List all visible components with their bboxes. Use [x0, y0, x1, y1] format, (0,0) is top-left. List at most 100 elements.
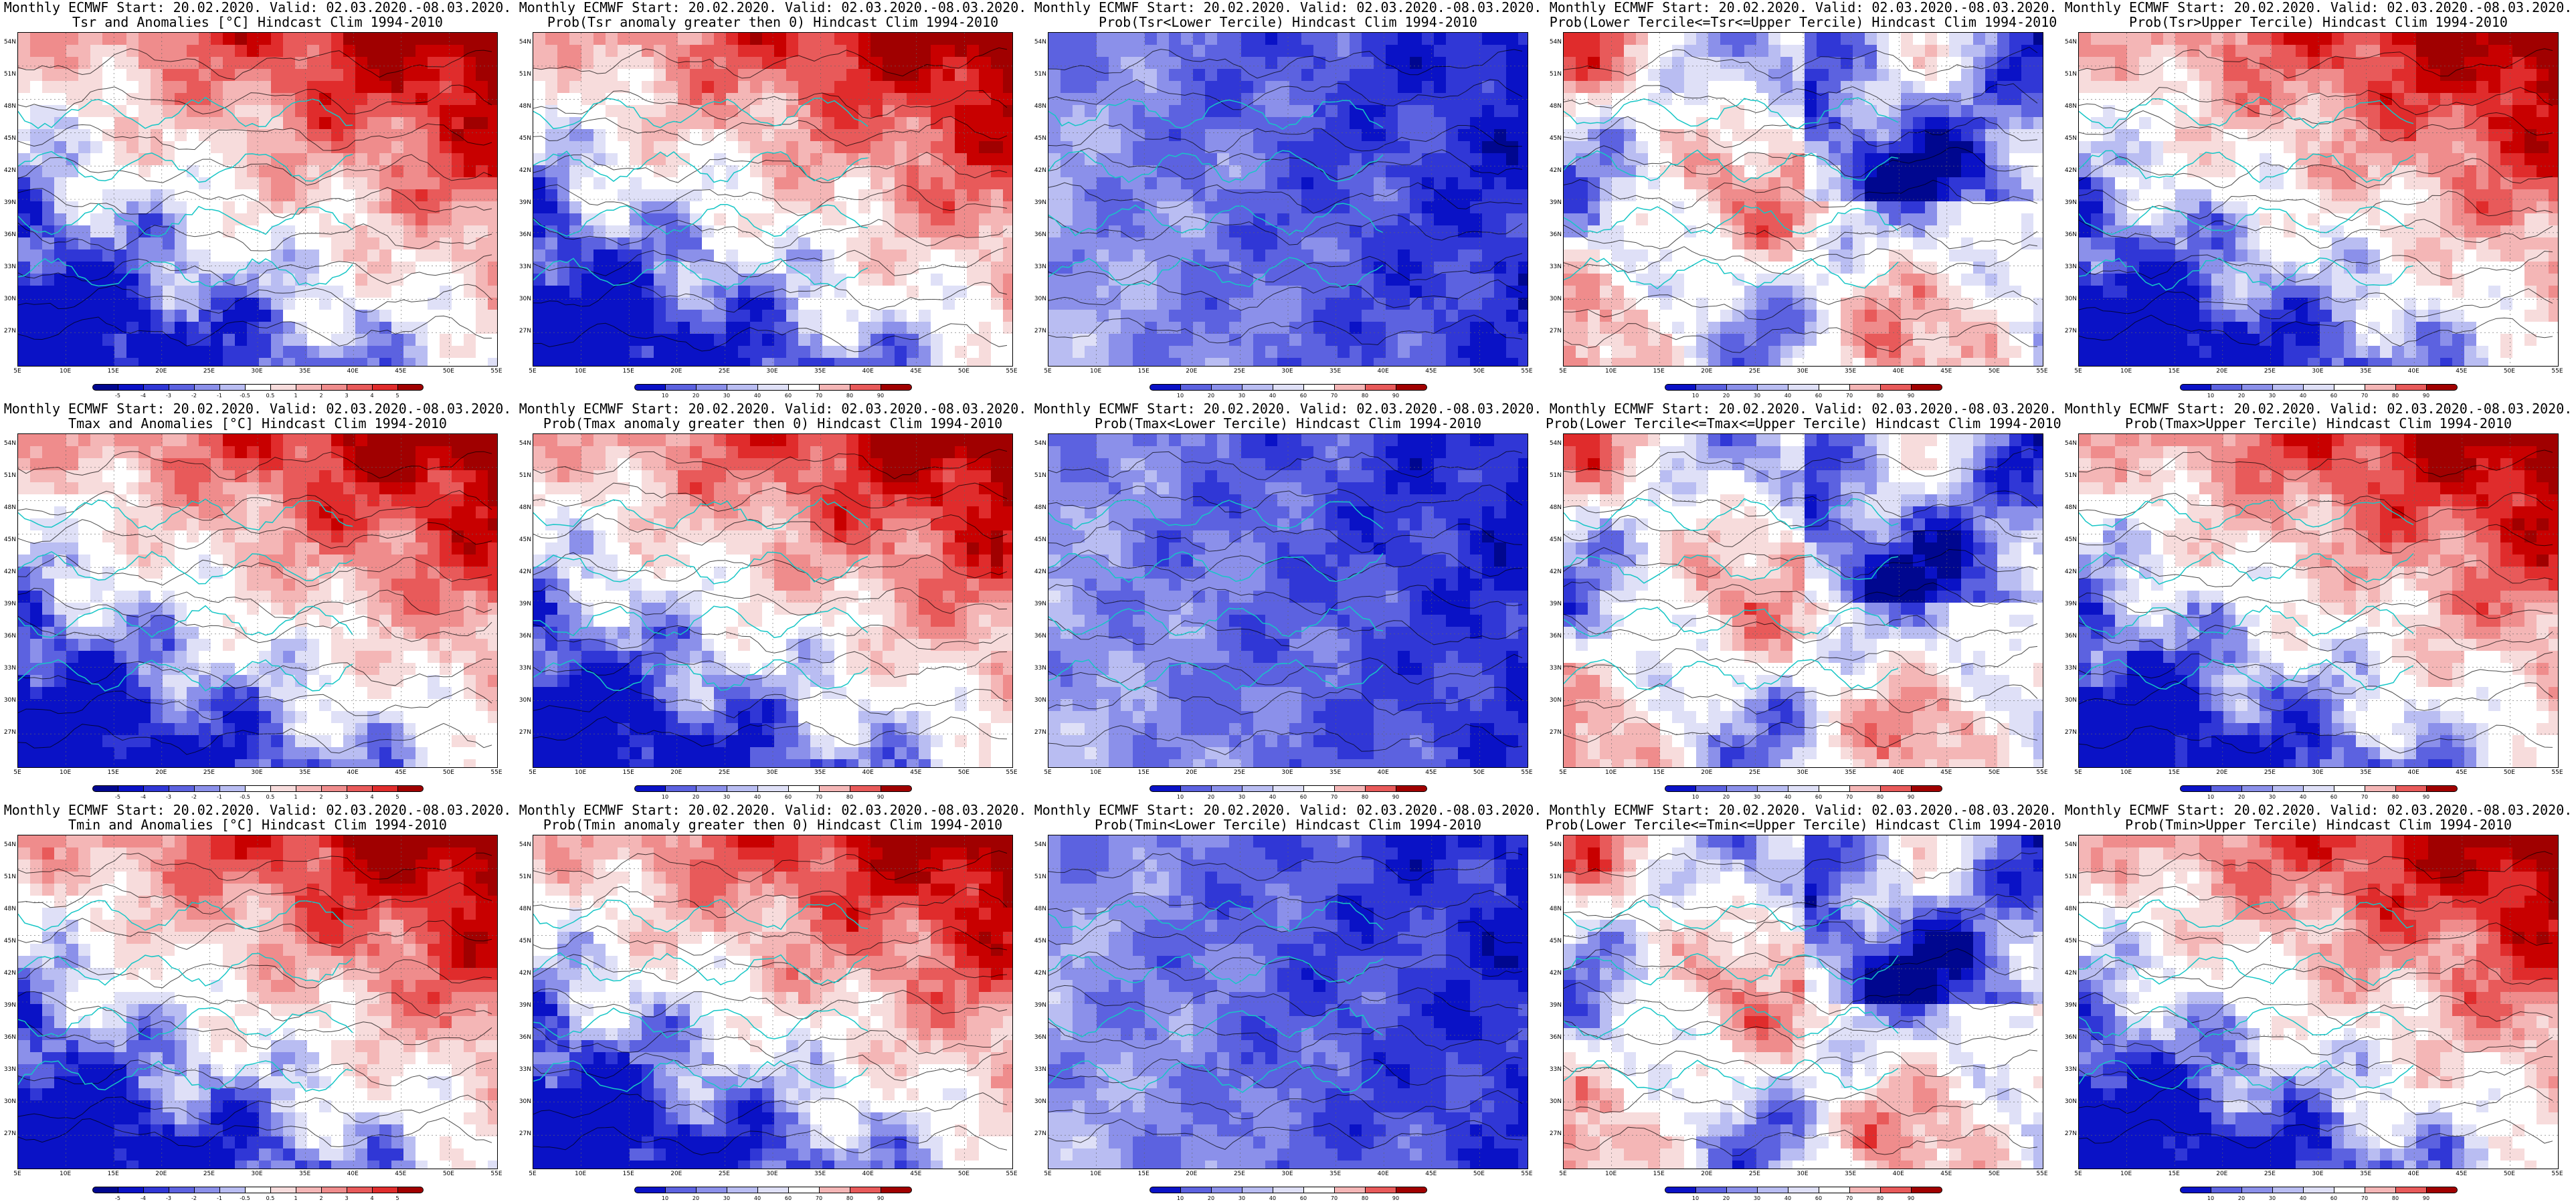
longitude-label: 45E [1425, 769, 1437, 776]
colorbar-segment [881, 785, 912, 792]
colorbar-tick-label: 70 [2361, 1195, 2369, 1201]
colorbar-segment [757, 785, 789, 792]
coastline [2079, 899, 2414, 930]
colorbar-tick-label: 70 [2361, 794, 2369, 800]
coastline [2079, 205, 2414, 235]
longitude-label: 30E [766, 368, 778, 375]
latitude-label: 51N [1549, 874, 1562, 880]
latitude-label: 48N [1549, 906, 1562, 912]
panel-title: Prob(Tmin>Upper Tercile) Hindcast Clim 1… [2125, 817, 2512, 833]
map-panel: Monthly ECMWF Start: 20.02.2020. Valid: … [515, 0, 1030, 401]
colorbar-segment [372, 384, 398, 391]
latitude-label: 27N [3, 1130, 16, 1137]
coastline [533, 258, 868, 290]
longitude-label: 15E [1653, 1171, 1665, 1177]
colorbar-segment [2303, 384, 2334, 391]
colorbar-tick-label: 30 [1238, 794, 1246, 800]
map-area [17, 32, 498, 367]
latitude-label: 54N [1034, 39, 1046, 45]
colorbar-tick-label: -3 [166, 1195, 171, 1201]
colorbar-segment [2365, 785, 2396, 792]
map-field [2079, 33, 2558, 366]
longitude-label: 5E [2074, 1171, 2082, 1177]
map-area [1048, 433, 1528, 768]
longitude-label: 15E [1137, 1171, 1149, 1177]
latitude-label: 27N [1034, 328, 1046, 334]
colorbar-segment [1396, 384, 1427, 391]
colorbar-tick-label: 10 [1691, 1195, 1699, 1201]
colorbar-segment [727, 785, 758, 792]
longitude-label: 20E [2216, 1171, 2228, 1177]
longitude-label: 15E [1653, 769, 1665, 776]
colorbar-tick-label: 80 [1876, 393, 1884, 399]
colorbar-segment [696, 384, 727, 391]
colorbar-tick-label: 4 [370, 1195, 374, 1201]
latitude-label: 51N [1034, 472, 1046, 479]
longitude-label: 40E [1892, 769, 1904, 776]
isotherm-contour [18, 123, 492, 151]
colorbar-tick-label: -0.5 [240, 393, 250, 399]
colorbar-tick-label: 80 [2391, 794, 2399, 800]
latitude-label: 42N [2064, 569, 2077, 575]
longitude-label: 30E [766, 1171, 778, 1177]
coastline [1564, 257, 1899, 290]
isotherm-contour [1564, 1124, 2038, 1157]
latitude-label: 54N [1549, 39, 1562, 45]
map-panel: Monthly ECMWF Start: 20.02.2020. Valid: … [1030, 803, 1546, 1204]
colorbar-segment [194, 785, 220, 792]
longitude-label: 20E [1701, 368, 1713, 375]
coastline [18, 498, 353, 531]
isotherm-contour [18, 687, 492, 720]
longitude-label: 25E [1748, 368, 1760, 375]
colorbar: 10 20 30 40 60 70 80 90 [2180, 384, 2458, 399]
latitude-label: 45N [3, 135, 16, 142]
coastline [1048, 551, 1384, 583]
colorbar-segment [2395, 384, 2427, 391]
colorbar-segment [296, 384, 322, 391]
panel-header: Monthly ECMWF Start: 20.02.2020. Valid: … [1034, 802, 1542, 818]
coastline [1564, 953, 1899, 986]
latitude-label: 51N [519, 874, 531, 880]
colorbar-segment [1849, 384, 1881, 391]
colorbar-tick-label: 30 [1238, 393, 1246, 399]
longitude-label: 35E [299, 368, 311, 375]
latitude-label: 42N [1549, 167, 1562, 174]
latitude-label: 51N [1034, 71, 1046, 78]
longitude-label: 40E [347, 769, 359, 776]
isotherm-contour [2079, 680, 2553, 712]
longitude-label: 40E [2407, 769, 2419, 776]
longitude-label: 25E [1233, 769, 1245, 776]
colorbar-segment [1665, 1187, 1696, 1193]
colorbar-segment [727, 384, 758, 391]
colorbar-segment [1788, 785, 1819, 792]
latitude-label: 51N [1549, 472, 1562, 479]
coastline [1564, 498, 1899, 531]
panel-title: Prob(Tmin<Lower Tercile) Hindcast Clim 1… [1095, 817, 1481, 833]
isotherm-contour [1564, 488, 2038, 518]
panel-title: Prob(Tsr>Upper Tercile) Hindcast Clim 19… [2129, 14, 2508, 30]
coastline [2079, 551, 2414, 585]
panel-header: Monthly ECMWF Start: 20.02.2020. Valid: … [2064, 401, 2573, 417]
latitude-label: 45N [3, 536, 16, 543]
colorbar-tick-label: 90 [2422, 393, 2430, 399]
colorbar: 10 20 30 40 60 70 80 90 [634, 1187, 912, 1201]
colorbar-tick-label: 70 [1845, 794, 1853, 800]
colorbar-tick-label: 80 [846, 393, 854, 399]
colorbar-segment [169, 384, 195, 391]
colorbar: 10 20 30 40 60 70 80 90 [634, 384, 912, 399]
colorbar-tick-label: 40 [1269, 794, 1277, 800]
coastline [1048, 150, 1384, 183]
colorbar-segment [1757, 384, 1788, 391]
colorbar-segment [850, 785, 881, 792]
latitude-label: 27N [2064, 729, 2077, 736]
colorbar-segment [1396, 785, 1427, 792]
longitude-label: 10E [60, 1171, 72, 1177]
colorbar-segment [1757, 1187, 1788, 1193]
colorbar-segment [1788, 384, 1819, 391]
longitude-label: 10E [2120, 769, 2132, 776]
colorbar-tick-label: 60 [784, 794, 792, 800]
coastline [1564, 607, 1899, 637]
colorbar-tick-label: 40 [753, 393, 761, 399]
colorbar-segment [1303, 1187, 1335, 1193]
panel-title: Prob(Tmax anomaly greater then 0) Hindca… [543, 415, 1003, 431]
